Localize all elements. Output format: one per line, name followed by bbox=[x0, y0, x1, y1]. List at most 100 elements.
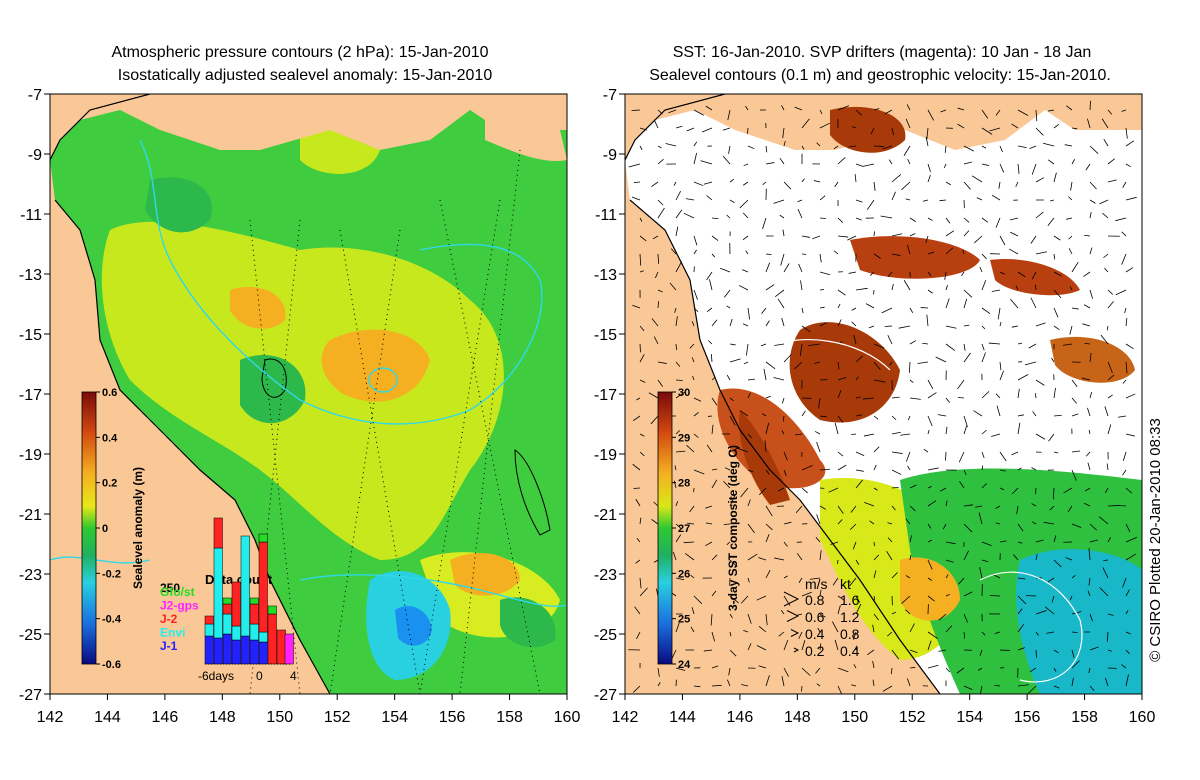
velocity-arrow bbox=[945, 247, 954, 255]
velocity-arrow bbox=[905, 451, 911, 462]
velocity-arrow bbox=[909, 233, 916, 237]
velocity-arrow bbox=[1089, 539, 1098, 543]
velocity-arrow bbox=[747, 145, 755, 150]
velocity-arrow bbox=[963, 613, 968, 623]
velocity-arrow bbox=[1068, 248, 1073, 255]
velocity-arrow bbox=[729, 178, 735, 183]
velocity-arrow bbox=[1103, 138, 1109, 147]
velocity-arrow bbox=[797, 209, 803, 219]
right-x-tick-label: 156 bbox=[1014, 709, 1041, 726]
velocity-arrow bbox=[691, 357, 695, 363]
left-coastline bbox=[50, 94, 331, 694]
velocity-arrow bbox=[781, 430, 785, 435]
data-count-bars bbox=[204, 517, 294, 665]
velocity-arrow bbox=[747, 469, 754, 473]
velocity-arrow bbox=[775, 289, 785, 297]
velocity-arrow bbox=[729, 199, 735, 204]
velocity-arrow bbox=[873, 361, 881, 370]
velocity-arrow bbox=[711, 684, 722, 687]
velocity-arrow bbox=[1053, 123, 1060, 129]
velocity-arrow bbox=[816, 441, 821, 453]
velocity-arrow bbox=[1089, 391, 1093, 399]
velocity-arrow bbox=[891, 396, 900, 399]
velocity-arrow bbox=[837, 105, 850, 111]
velocity-arrow bbox=[981, 280, 987, 291]
velocity-arrow bbox=[798, 631, 803, 639]
velocity-arrow bbox=[945, 325, 957, 329]
velocity-arrow bbox=[639, 127, 648, 131]
velocity-arrow bbox=[726, 374, 731, 381]
velocity-arrow bbox=[891, 191, 896, 201]
left-x-tick-label: 150 bbox=[266, 709, 293, 726]
velocity-arrow bbox=[976, 197, 983, 201]
velocity-arrow bbox=[632, 463, 641, 471]
velocity-arrow bbox=[963, 352, 971, 363]
velocity-arrow bbox=[927, 163, 931, 172]
velocity-arrow bbox=[981, 127, 993, 135]
velocity-arrow bbox=[917, 361, 929, 364]
velocity-arrow bbox=[651, 318, 659, 327]
velocity-arrow bbox=[1107, 361, 1113, 373]
velocity-arrow bbox=[837, 289, 846, 296]
velocity-arrow bbox=[1017, 523, 1024, 532]
velocity-arrow bbox=[1017, 608, 1023, 615]
velocity-arrow bbox=[794, 361, 803, 370]
velocity-arrow bbox=[783, 181, 792, 190]
velocity-arrow bbox=[756, 595, 767, 601]
right-y-tick-label: -23 bbox=[594, 567, 617, 584]
velocity-arrow bbox=[855, 479, 863, 489]
left-y-tick-label: -9 bbox=[28, 147, 42, 164]
velocity-arrow bbox=[873, 446, 880, 453]
velocity-arrow bbox=[1035, 211, 1044, 219]
velocity-arrow bbox=[981, 109, 989, 119]
velocity-arrow bbox=[819, 505, 827, 510]
velocity-arrow bbox=[675, 125, 683, 129]
velocity-arrow bbox=[945, 594, 950, 597]
velocity-arrow bbox=[873, 464, 877, 471]
velocity-arrow bbox=[632, 685, 641, 693]
velocity-arrow bbox=[711, 479, 718, 489]
velocity-arrow bbox=[1087, 462, 1091, 471]
velocity-arrow bbox=[657, 109, 663, 115]
velocity-arrow bbox=[828, 487, 839, 493]
right-colorbar-tick-label: 27 bbox=[678, 523, 690, 535]
velocity-arrow bbox=[1125, 536, 1137, 543]
velocity-arrow bbox=[693, 397, 702, 402]
velocity-arrow bbox=[815, 537, 821, 543]
velocity-arrow bbox=[963, 289, 973, 298]
velocity-arrow bbox=[1030, 235, 1037, 244]
velocity-arrow bbox=[945, 541, 956, 545]
velocity-arrow bbox=[989, 127, 1001, 132]
velocity-arrow bbox=[773, 377, 785, 381]
left-land-islands bbox=[485, 114, 567, 161]
velocity-arrow bbox=[847, 235, 857, 241]
velocity-arrow bbox=[1089, 613, 1093, 622]
velocity-arrow bbox=[1016, 505, 1019, 515]
velocity-arrow bbox=[1082, 323, 1091, 327]
velocity-arrow bbox=[1106, 325, 1109, 331]
velocity-arrow bbox=[765, 162, 775, 165]
velocity-arrow bbox=[853, 631, 857, 640]
velocity-arrow bbox=[816, 683, 821, 687]
velocity-arrow bbox=[729, 613, 733, 619]
velocity-arrow bbox=[935, 356, 947, 363]
velocity-arrow bbox=[639, 145, 643, 150]
velocity-arrow bbox=[891, 486, 899, 489]
velocity-arrow bbox=[1048, 433, 1055, 442]
velocity-arrow bbox=[675, 622, 680, 633]
velocity-arrow bbox=[927, 289, 933, 294]
velocity-arrow bbox=[999, 271, 1005, 275]
velocity-arrow bbox=[1017, 388, 1020, 399]
velocity-arrow bbox=[639, 451, 645, 457]
velocity-arrow bbox=[653, 559, 659, 563]
velocity-arrow bbox=[1069, 325, 1073, 335]
velocity-arrow bbox=[981, 307, 991, 315]
right-x-tick-label: 148 bbox=[784, 709, 811, 726]
velocity-arrow bbox=[783, 354, 792, 363]
velocity-arrow bbox=[981, 465, 984, 471]
velocity-arrow bbox=[761, 413, 767, 417]
velocity-arrow bbox=[1107, 179, 1117, 183]
velocity-arrow bbox=[1048, 109, 1055, 112]
velocity-arrow bbox=[1107, 301, 1114, 309]
